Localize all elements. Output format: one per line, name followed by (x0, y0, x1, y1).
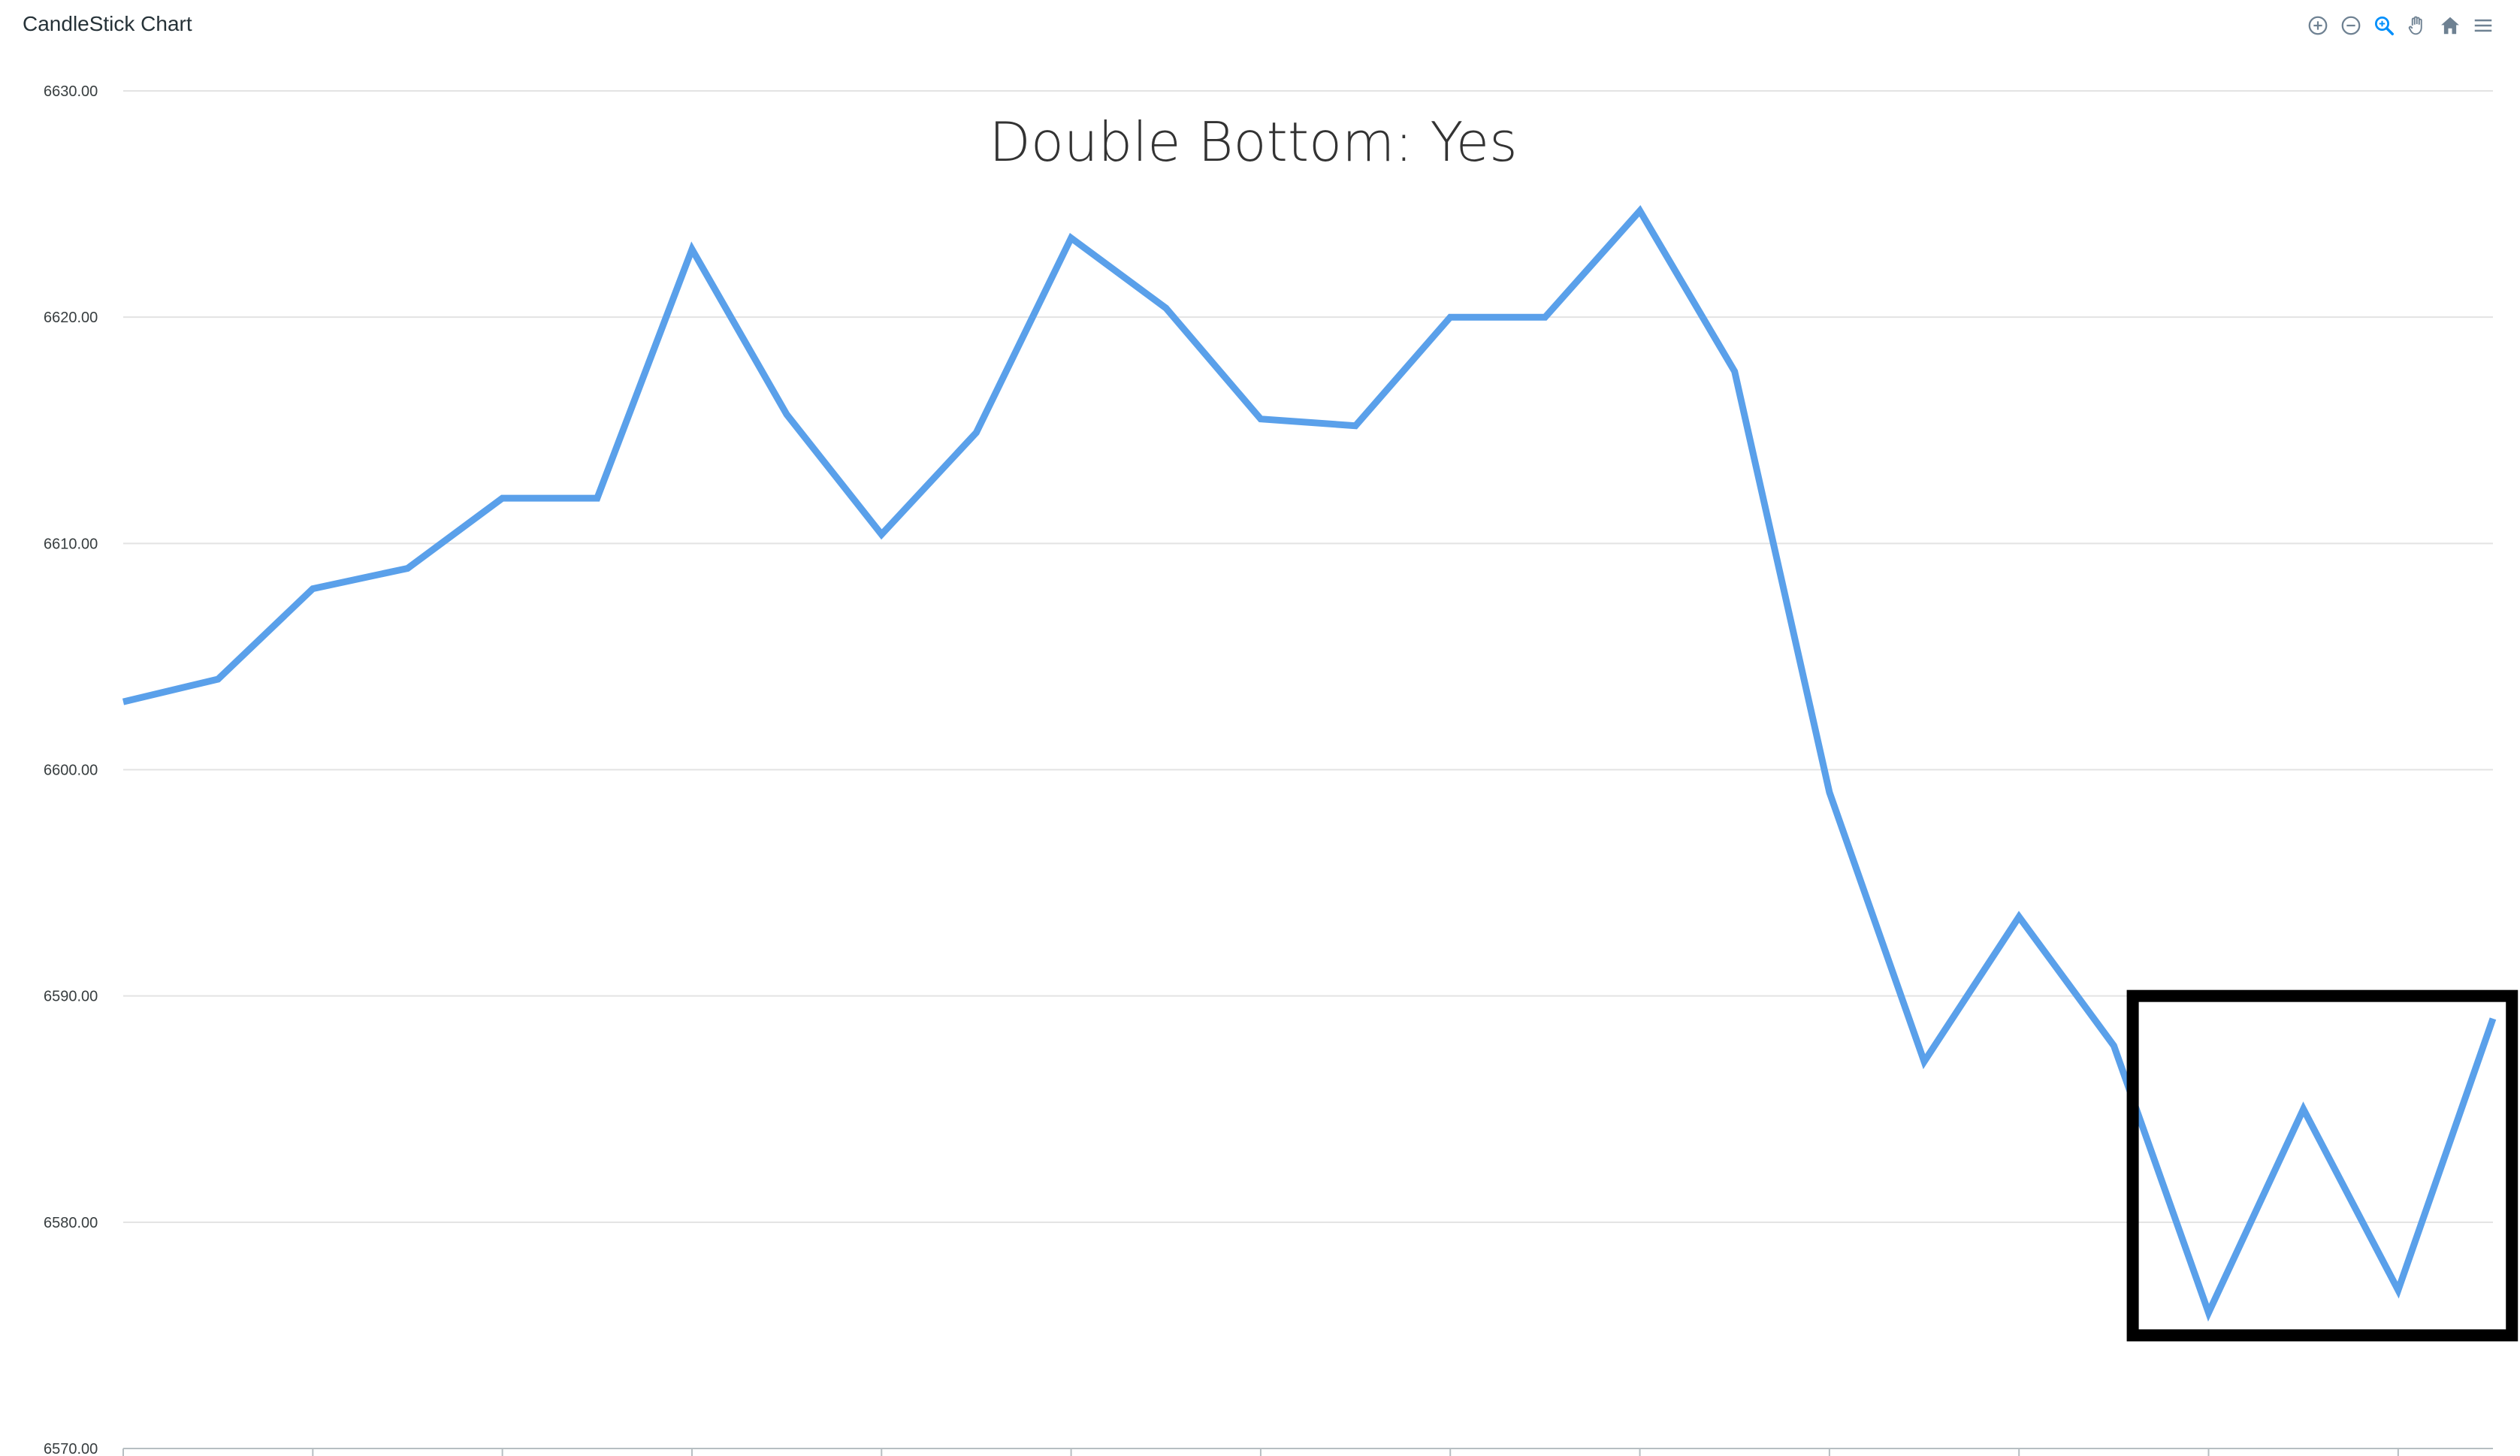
pan-icon (2408, 16, 2422, 35)
series-layer (122, 205, 2497, 1322)
y-tick-label: 6600.00 (44, 763, 98, 779)
y-tick-label: 6630.00 (44, 83, 98, 100)
pattern-highlight-box (2126, 989, 2518, 1342)
y-tick-label: 6580.00 (44, 1215, 98, 1231)
pan-button[interactable] (2403, 11, 2431, 40)
highlight-layer (2126, 989, 2518, 1342)
grid-layer (123, 90, 2493, 1223)
y-tick-label: 6590.00 (44, 989, 98, 1005)
zoom-in-icon (2308, 16, 2328, 35)
chart-toolbar (2304, 11, 2497, 41)
chart-name: CandleStick Chart (23, 12, 192, 35)
y-tick-label: 6620.00 (44, 310, 98, 326)
menu-icon (2474, 19, 2492, 32)
reset-zoom-button[interactable] (2436, 11, 2464, 40)
menu-button[interactable] (2469, 11, 2497, 40)
chart-header: CandleStick Chart (0, 0, 2520, 53)
zoom-in-button[interactable] (2304, 11, 2332, 40)
series-line (122, 205, 2497, 1322)
zoom-out-button[interactable] (2337, 11, 2365, 40)
selection-zoom-button[interactable] (2370, 11, 2398, 40)
zoom-out-icon (2341, 16, 2361, 35)
axis-layer: 6570.00 6580.00 6590.00 6600.00 6610.00 6620.… (44, 83, 2493, 1456)
y-tick-label: 6610.00 (44, 536, 98, 552)
y-tick-label: 6570.00 (44, 1441, 98, 1456)
reset-zoom-icon (2441, 17, 2459, 35)
selection-zoom-icon (2375, 17, 2394, 35)
chart-title: Double Bottom: Yes (989, 110, 1517, 174)
